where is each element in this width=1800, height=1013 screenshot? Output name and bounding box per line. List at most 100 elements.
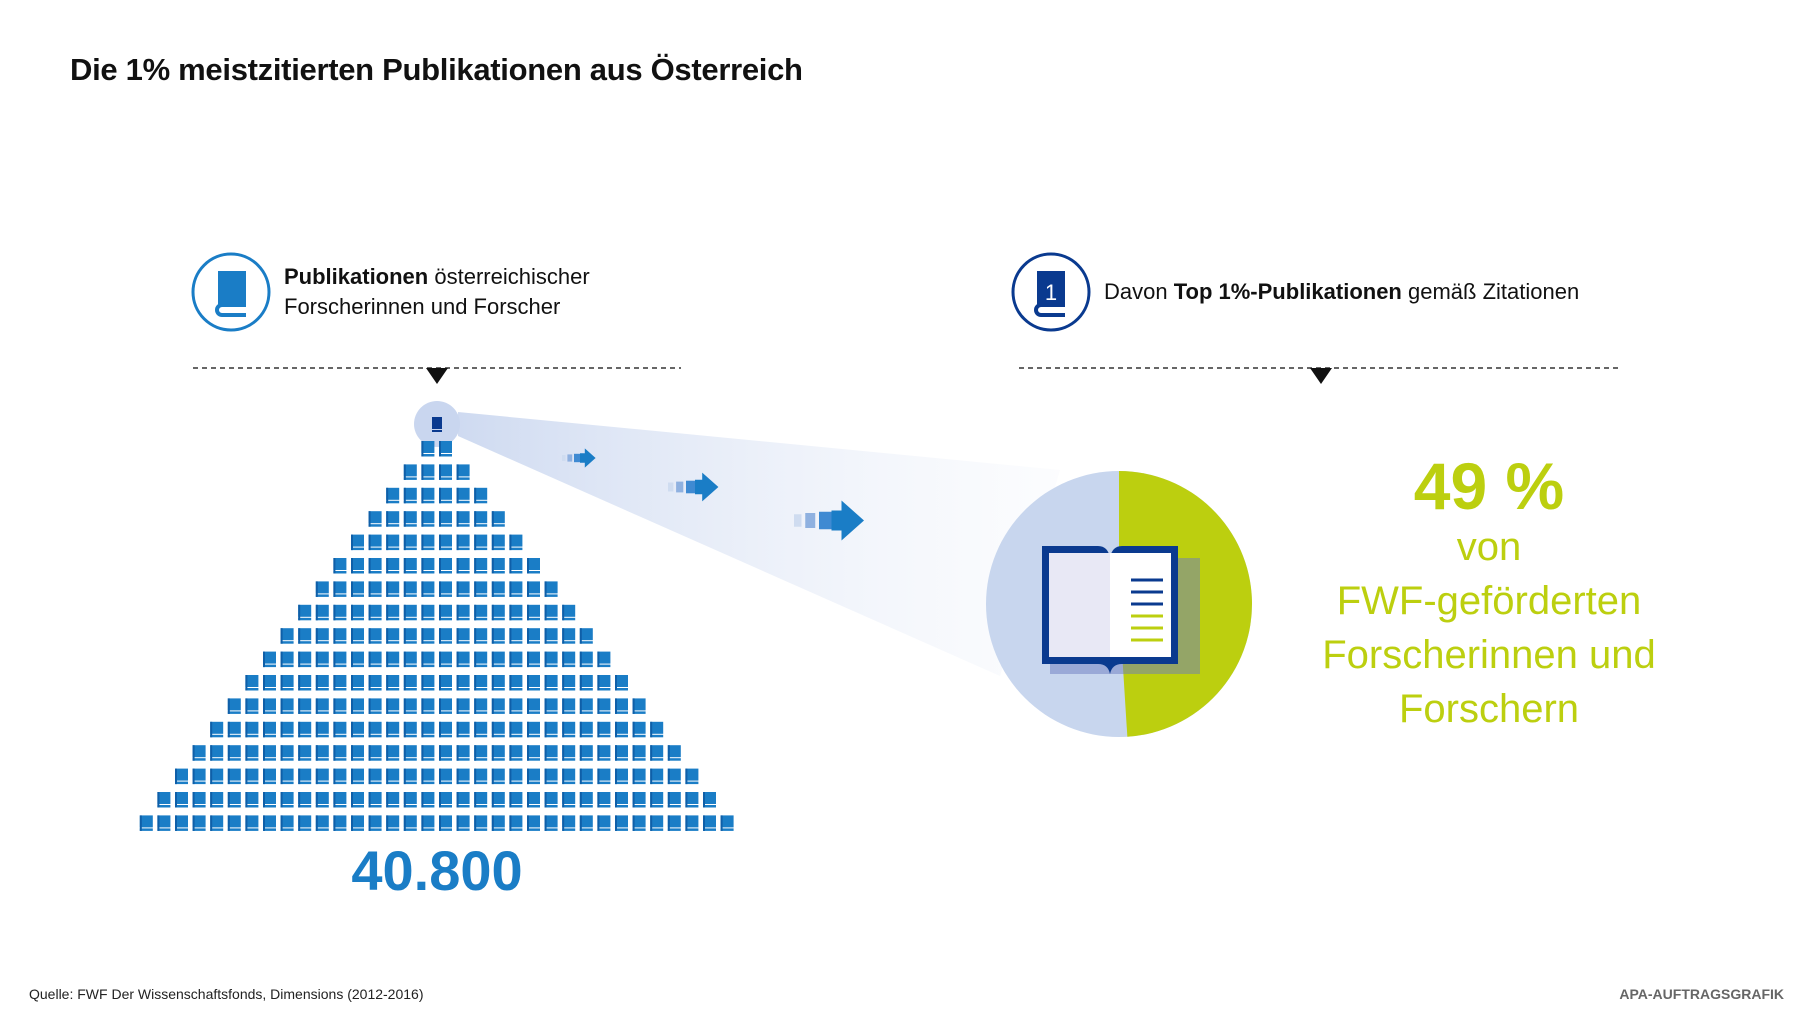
book-icon <box>509 815 523 831</box>
credit: APA-AUFTRAGSGRAFIK <box>1619 986 1784 1002</box>
book-icon <box>632 698 646 714</box>
book-icon <box>315 628 329 644</box>
book-icon <box>245 745 259 761</box>
book-icon <box>579 815 593 831</box>
book-icon <box>263 792 276 808</box>
book-icon <box>474 745 488 761</box>
book-icon <box>527 651 540 668</box>
page-title: Die 1% meistzitierten Publikationen aus … <box>70 52 803 87</box>
book-icon <box>298 721 312 738</box>
book-icon <box>421 628 435 644</box>
book-icon <box>403 792 417 808</box>
book-icon <box>333 651 347 668</box>
book-icon <box>544 745 558 761</box>
book-icon <box>456 721 470 738</box>
book-icon <box>280 768 294 785</box>
book-icon <box>386 628 400 644</box>
book-icon <box>632 745 646 761</box>
book-icon <box>579 745 593 761</box>
book-icon <box>544 581 558 597</box>
book-icon <box>456 768 470 785</box>
book-icon <box>192 768 206 785</box>
book-icon <box>245 815 259 831</box>
book-icon <box>474 558 488 574</box>
arrow-icon <box>794 500 864 541</box>
book-icon <box>175 792 188 808</box>
book-icon <box>351 768 364 785</box>
right-pointer-icon <box>1310 368 1332 384</box>
book-icon <box>227 698 241 714</box>
book-icon <box>527 815 540 831</box>
book-icon <box>474 815 488 831</box>
book-icon <box>298 651 312 668</box>
book-icon <box>597 721 611 738</box>
book-icon <box>386 721 400 738</box>
book-icon <box>491 511 505 527</box>
book-icon <box>210 721 224 738</box>
book-icon <box>368 815 382 831</box>
book-icon <box>263 721 276 738</box>
book-icon <box>368 534 382 551</box>
book-icon <box>421 487 435 504</box>
book-icon <box>280 815 294 831</box>
book-icon <box>579 651 593 668</box>
book-icon <box>298 768 312 785</box>
book-icon <box>245 792 259 808</box>
book-icon <box>509 675 523 691</box>
book-icon <box>685 768 699 785</box>
book-icon <box>456 792 470 808</box>
book-icon <box>421 792 435 808</box>
book-icon <box>544 792 558 808</box>
book-icon <box>333 558 347 574</box>
book-icon <box>703 815 716 831</box>
source-note: Quelle: FWF Der Wissenschaftsfonds, Dime… <box>29 986 424 1002</box>
book-icon <box>615 721 628 738</box>
book-icon <box>456 628 470 644</box>
book-icon <box>227 815 241 831</box>
book-icon <box>579 768 593 785</box>
book-icon <box>439 768 452 785</box>
book-icon <box>368 721 382 738</box>
book-icon <box>368 768 382 785</box>
book-icon <box>720 815 734 831</box>
book-icon <box>509 698 523 714</box>
book-icon <box>509 768 523 785</box>
book-icon <box>491 651 505 668</box>
book-icon <box>421 581 435 597</box>
book-icon <box>456 558 470 574</box>
book-icon <box>579 675 593 691</box>
book-icon <box>491 768 505 785</box>
book-icon <box>403 534 417 551</box>
book-icon <box>491 721 505 738</box>
book-icon <box>474 675 488 691</box>
book-icon <box>315 698 329 714</box>
book-icon <box>386 651 400 668</box>
book-icon <box>421 675 435 691</box>
book-icon <box>544 604 558 621</box>
book-icon <box>351 534 364 551</box>
book-icon <box>227 792 241 808</box>
book-icon <box>544 698 558 714</box>
book-icon <box>615 768 628 785</box>
book-icon <box>368 558 382 574</box>
book-icon <box>386 792 400 808</box>
book-icon <box>403 558 417 574</box>
book-icon <box>509 628 523 644</box>
book-icon <box>333 628 347 644</box>
book-icon <box>650 721 664 738</box>
book-icon <box>562 675 576 691</box>
book-icon <box>650 815 664 831</box>
book-icon <box>474 534 488 551</box>
right-header-bold: Top 1%-Publikationen <box>1173 279 1402 304</box>
book-icon <box>280 792 294 808</box>
book-icon <box>298 604 312 621</box>
book-icon <box>351 792 364 808</box>
book-icon <box>579 792 593 808</box>
book-icon <box>333 581 347 597</box>
book-icon <box>403 745 417 761</box>
book-icon <box>315 721 329 738</box>
book-icon <box>368 651 382 668</box>
book-icon <box>474 628 488 644</box>
publications-pyramid <box>139 441 734 831</box>
book-icon <box>439 581 452 597</box>
